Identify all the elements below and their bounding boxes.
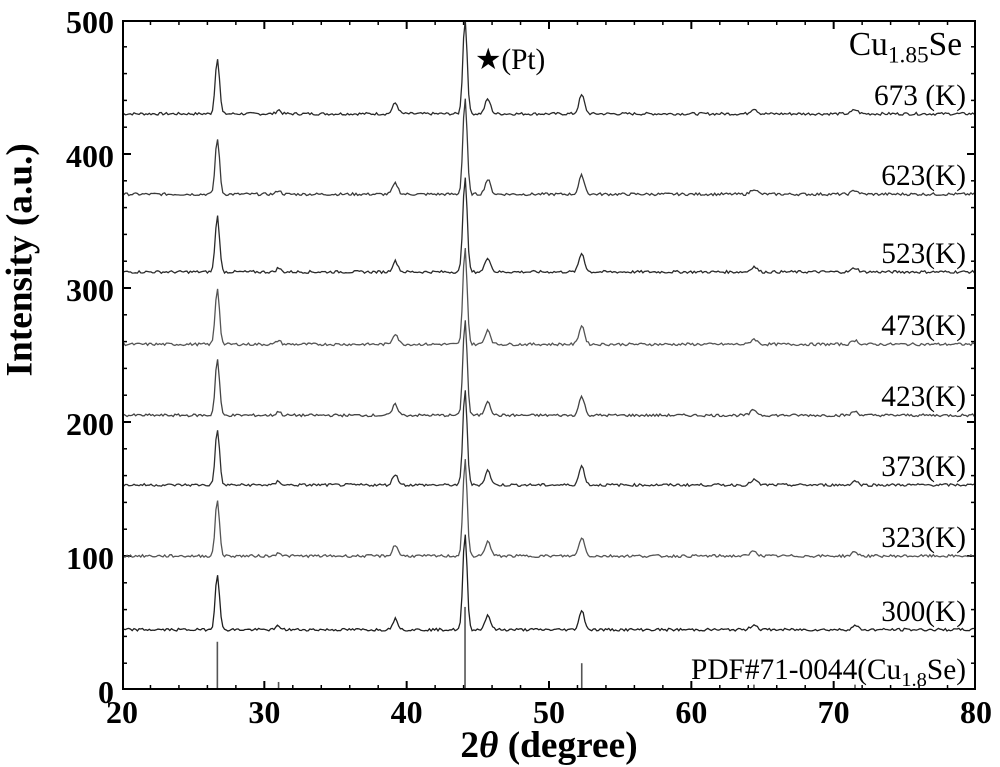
series-label: 373(K) (881, 451, 966, 484)
y-tick-label: 300 (66, 272, 114, 309)
x-tick-label: 50 (529, 694, 569, 731)
y-tick-label: 400 (66, 138, 114, 175)
series-label: 423(K) (881, 381, 966, 414)
x-tick-label: 40 (387, 694, 427, 731)
plot-area: ★(Pt) Cu1.85Se 673 (K) 623(K) 523(K) 473(K)… (122, 20, 976, 690)
series-label: 473(K) (881, 310, 966, 343)
pt-label: (Pt) (501, 44, 545, 76)
series-label: 673 (K) (874, 80, 966, 113)
y-axis-label: Intensity (a.u.) (0, 337, 42, 377)
y-tick-label: 100 (66, 540, 114, 577)
sample-title: Cu1.85Se (849, 26, 962, 70)
y-tick-label: 200 (66, 406, 114, 443)
series-label: 323(K) (881, 522, 966, 555)
x-tick-label: 20 (102, 694, 142, 731)
series-label: 623(K) (881, 160, 966, 193)
x-tick-label: 60 (671, 694, 711, 731)
series-label: 523(K) (881, 238, 966, 271)
xrd-svg (122, 20, 976, 690)
reference-label: PDF#71-0044(Cu1.8Se) (691, 654, 966, 692)
y-tick-label: 500 (66, 4, 114, 41)
series-label: 300(K) (881, 596, 966, 629)
x-tick-label: 30 (244, 694, 284, 731)
xrd-figure: ★(Pt) Cu1.85Se 673 (K) 623(K) 523(K) 473(K)… (0, 0, 1000, 762)
star-icon: ★ (475, 44, 501, 76)
x-tick-label: 70 (814, 694, 854, 731)
x-tick-label: 80 (956, 694, 996, 731)
pt-marker-annotation: ★(Pt) (475, 42, 545, 77)
